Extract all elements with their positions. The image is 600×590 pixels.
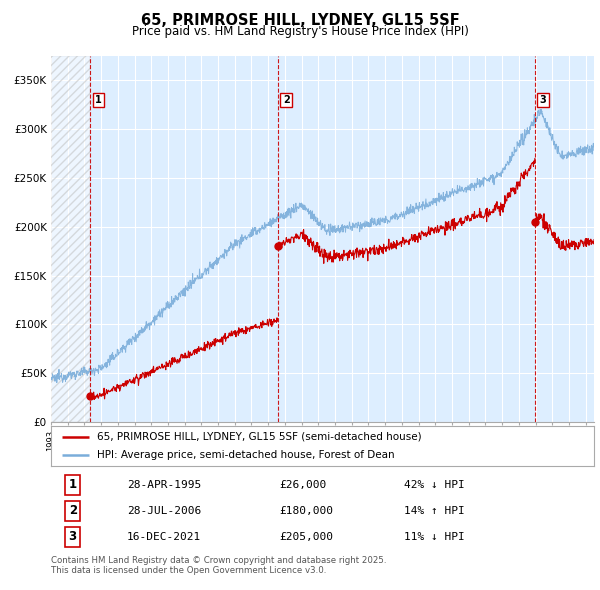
Bar [51, 56, 90, 422]
Text: 65, PRIMROSE HILL, LYDNEY, GL15 5SF: 65, PRIMROSE HILL, LYDNEY, GL15 5SF [140, 13, 460, 28]
Text: £26,000: £26,000 [279, 480, 326, 490]
Text: 16-DEC-2021: 16-DEC-2021 [127, 532, 201, 542]
Text: 14% ↑ HPI: 14% ↑ HPI [404, 506, 465, 516]
Text: 1: 1 [95, 95, 101, 105]
Text: Contains HM Land Registry data © Crown copyright and database right 2025.
This d: Contains HM Land Registry data © Crown c… [51, 556, 386, 575]
Text: 3: 3 [68, 530, 77, 543]
Text: 2: 2 [283, 95, 290, 105]
Text: 1: 1 [68, 478, 77, 491]
Text: £205,000: £205,000 [279, 532, 333, 542]
Text: 3: 3 [540, 95, 547, 105]
Text: Price paid vs. HM Land Registry's House Price Index (HPI): Price paid vs. HM Land Registry's House … [131, 25, 469, 38]
Text: 42% ↓ HPI: 42% ↓ HPI [404, 480, 465, 490]
Text: 2: 2 [68, 504, 77, 517]
Text: £180,000: £180,000 [279, 506, 333, 516]
Text: HPI: Average price, semi-detached house, Forest of Dean: HPI: Average price, semi-detached house,… [97, 450, 395, 460]
Text: 11% ↓ HPI: 11% ↓ HPI [404, 532, 465, 542]
Text: 28-JUL-2006: 28-JUL-2006 [127, 506, 201, 516]
Text: 28-APR-1995: 28-APR-1995 [127, 480, 201, 490]
Text: 65, PRIMROSE HILL, LYDNEY, GL15 5SF (semi-detached house): 65, PRIMROSE HILL, LYDNEY, GL15 5SF (sem… [97, 432, 422, 442]
